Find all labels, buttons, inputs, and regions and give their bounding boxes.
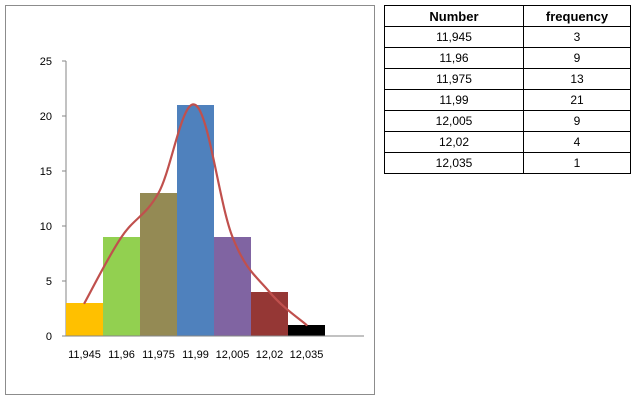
- table-row: 11,945 3: [384, 26, 632, 48]
- bar: [177, 105, 214, 336]
- bar: [214, 237, 251, 336]
- table-row: 12,005 9: [384, 110, 632, 132]
- y-tick-label: 15: [40, 166, 52, 178]
- column-header-frequency: frequency: [522, 5, 632, 27]
- table-row: 11,975 13: [384, 68, 632, 90]
- number-cell: 12,005: [384, 110, 524, 132]
- table-row: 12,035 1: [384, 152, 632, 174]
- bars: [66, 105, 325, 336]
- trend-curve-line: [83, 103, 308, 327]
- chart-frame: 0 5 10 15 20 25 11,945 11,96 11,975 11,99 12,005 1…: [5, 5, 375, 395]
- bar: [140, 193, 177, 336]
- y-tick-label: 10: [40, 221, 52, 233]
- number-cell: 11,99: [384, 89, 524, 111]
- table-row: 11,99 21: [384, 89, 632, 111]
- frequency-cell: 1: [522, 152, 632, 174]
- x-axis: 11,945 11,96 11,975 11,99 12,005 12,02 12,035: [66, 335, 364, 361]
- frequency-table: Number frequency 11,945 3 11,96 9 11,975…: [384, 5, 632, 174]
- y-tick-label: 25: [40, 56, 52, 68]
- y-tick-label: 5: [46, 276, 52, 288]
- number-cell: 11,975: [384, 68, 524, 90]
- frequency-cell: 4: [522, 131, 632, 153]
- x-tick-label: 12,02: [256, 349, 284, 361]
- y-tick-label: 20: [40, 111, 52, 123]
- x-tick-label: 11,945: [68, 349, 101, 361]
- x-tick-label: 12,035: [290, 349, 324, 361]
- frequency-cell: 21: [522, 89, 632, 111]
- frequency-cell: 9: [522, 47, 632, 69]
- table-row: 12,02 4: [384, 131, 632, 153]
- bar: [66, 303, 103, 336]
- x-tick-label: 11,99: [182, 349, 209, 361]
- number-cell: 12,02: [384, 131, 524, 153]
- y-tick-label: 0: [46, 331, 52, 343]
- number-cell: 11,945: [384, 26, 524, 48]
- number-cell: 12,035: [384, 152, 524, 174]
- table-header-row: Number frequency: [384, 5, 632, 27]
- x-tick-label: 11,975: [142, 349, 175, 361]
- frequency-cell: 9: [522, 110, 632, 132]
- bar: [103, 237, 140, 336]
- bar: [251, 292, 288, 336]
- table-row: 11,96 9: [384, 47, 632, 69]
- column-header-number: Number: [384, 5, 524, 27]
- x-tick-label: 12,005: [216, 349, 250, 361]
- x-tick-label: 11,96: [108, 349, 135, 361]
- number-cell: 11,96: [384, 47, 524, 69]
- y-axis: 0 5 10 15 20 25: [40, 56, 67, 343]
- bar: [288, 325, 325, 336]
- frequency-cell: 13: [522, 68, 632, 90]
- frequency-cell: 3: [522, 26, 632, 48]
- trend-curve: [83, 103, 308, 327]
